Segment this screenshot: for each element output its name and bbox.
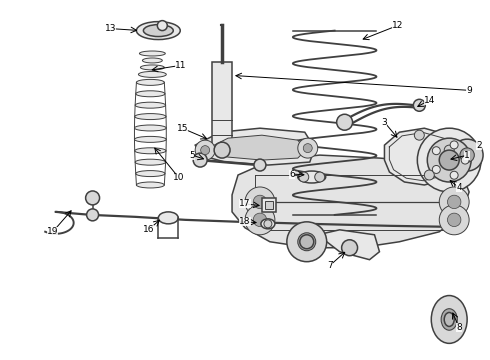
Bar — [212, 62, 232, 150]
Ellipse shape — [253, 213, 267, 226]
Ellipse shape — [253, 195, 267, 209]
Text: 5: 5 — [189, 150, 195, 159]
Text: 19: 19 — [47, 227, 58, 236]
Ellipse shape — [300, 235, 314, 249]
Ellipse shape — [431, 296, 467, 343]
Circle shape — [214, 142, 230, 158]
Circle shape — [193, 153, 207, 167]
Circle shape — [264, 220, 272, 228]
Ellipse shape — [134, 136, 166, 142]
Text: 9: 9 — [466, 86, 472, 95]
Text: 1: 1 — [464, 150, 470, 159]
Circle shape — [417, 128, 481, 192]
Text: 6: 6 — [289, 170, 294, 179]
Circle shape — [337, 114, 353, 130]
Bar — [265, 201, 273, 209]
Ellipse shape — [315, 172, 325, 182]
Ellipse shape — [245, 205, 275, 235]
Circle shape — [450, 141, 458, 149]
Text: 10: 10 — [172, 172, 184, 181]
Text: 4: 4 — [456, 184, 462, 193]
Polygon shape — [210, 135, 306, 160]
Ellipse shape — [201, 146, 210, 154]
Circle shape — [432, 166, 441, 174]
Ellipse shape — [136, 171, 165, 176]
Ellipse shape — [439, 205, 469, 235]
Text: 8: 8 — [456, 323, 462, 332]
Text: 17: 17 — [239, 199, 251, 208]
Text: 18: 18 — [239, 217, 251, 226]
Ellipse shape — [298, 138, 318, 158]
Ellipse shape — [143, 58, 162, 63]
Ellipse shape — [441, 309, 457, 330]
Ellipse shape — [134, 125, 166, 131]
Circle shape — [414, 99, 425, 111]
Circle shape — [254, 159, 266, 171]
Circle shape — [439, 150, 459, 170]
Ellipse shape — [140, 51, 165, 56]
Ellipse shape — [439, 187, 469, 217]
Ellipse shape — [303, 144, 312, 153]
Ellipse shape — [444, 312, 454, 327]
Ellipse shape — [144, 24, 173, 37]
Text: 16: 16 — [143, 225, 154, 234]
Ellipse shape — [460, 148, 474, 162]
Ellipse shape — [135, 102, 166, 108]
Ellipse shape — [287, 222, 327, 262]
Ellipse shape — [261, 219, 275, 229]
Ellipse shape — [141, 65, 164, 70]
Circle shape — [432, 147, 441, 155]
Ellipse shape — [195, 140, 215, 160]
Polygon shape — [195, 128, 315, 165]
Ellipse shape — [447, 195, 461, 209]
Ellipse shape — [298, 171, 326, 183]
Text: 7: 7 — [327, 261, 333, 270]
Ellipse shape — [299, 172, 309, 182]
Text: 11: 11 — [174, 61, 186, 70]
Polygon shape — [318, 230, 379, 260]
Circle shape — [461, 156, 469, 164]
Ellipse shape — [135, 148, 166, 154]
Ellipse shape — [298, 233, 316, 251]
Text: 13: 13 — [105, 24, 116, 33]
Text: 15: 15 — [176, 124, 188, 133]
Ellipse shape — [245, 187, 275, 217]
Ellipse shape — [136, 91, 165, 97]
Circle shape — [427, 138, 471, 182]
Ellipse shape — [136, 22, 180, 40]
Polygon shape — [232, 155, 469, 248]
Circle shape — [342, 240, 358, 256]
Circle shape — [424, 170, 434, 180]
Circle shape — [86, 191, 99, 205]
Ellipse shape — [135, 159, 166, 165]
Bar — [262, 198, 276, 212]
Ellipse shape — [136, 182, 164, 188]
Text: 12: 12 — [392, 21, 403, 30]
Ellipse shape — [158, 212, 178, 224]
Ellipse shape — [138, 71, 166, 77]
Circle shape — [157, 21, 167, 31]
Ellipse shape — [447, 213, 461, 226]
Text: 14: 14 — [423, 96, 435, 105]
Circle shape — [444, 145, 454, 155]
Circle shape — [415, 130, 424, 140]
Text: 3: 3 — [382, 118, 387, 127]
Ellipse shape — [451, 139, 483, 171]
Circle shape — [450, 171, 458, 179]
Polygon shape — [385, 128, 459, 185]
Ellipse shape — [135, 114, 166, 120]
Circle shape — [87, 209, 98, 221]
Ellipse shape — [136, 80, 164, 85]
Text: 2: 2 — [476, 141, 482, 150]
